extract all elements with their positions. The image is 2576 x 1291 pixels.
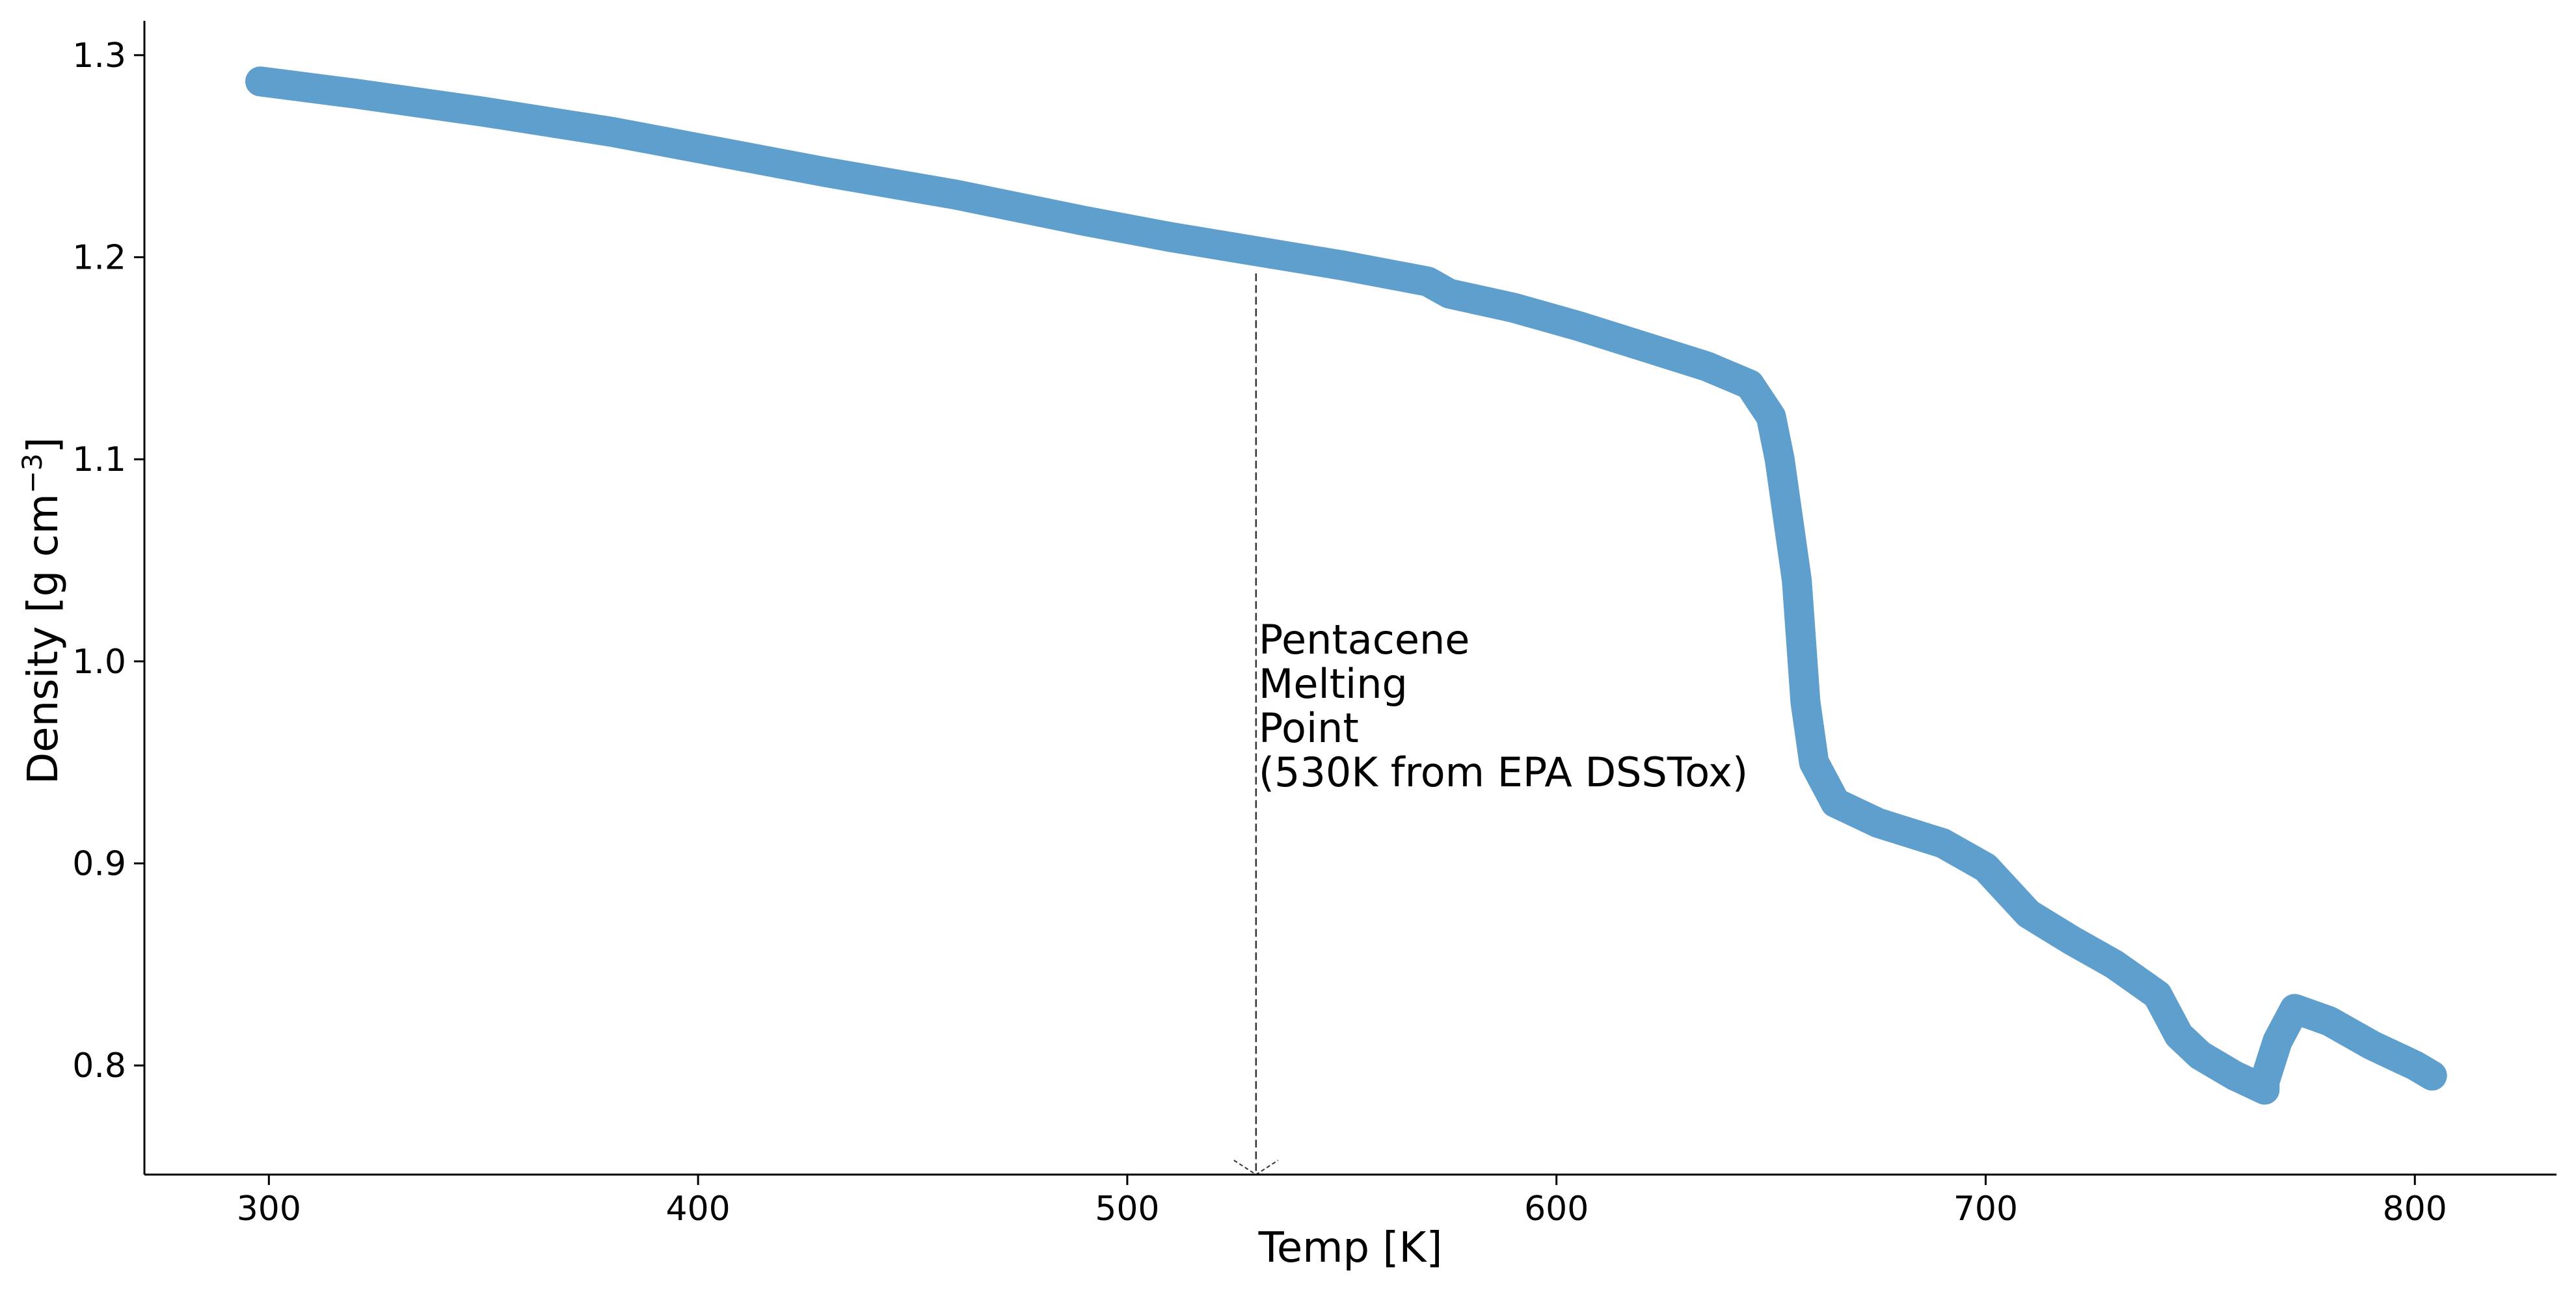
- y-tick-label: 0.8: [72, 1046, 126, 1085]
- series-layer: [245, 66, 2447, 1105]
- density-data-point: [2328, 1019, 2331, 1022]
- density-data-point: [1877, 821, 1880, 825]
- density-data-point: [1641, 345, 1644, 348]
- x-tick-label: 300: [237, 1190, 301, 1229]
- y-ticks: 0.8 0.9 1.0 1.1 1.2 1.3: [72, 36, 144, 1085]
- melting-point-annotation-line: Pentacene: [1259, 616, 1470, 663]
- density-data-point: [2413, 1064, 2417, 1067]
- density-data-point: [2263, 1088, 2266, 1091]
- density-data-point: [1426, 280, 1429, 283]
- density-data-point: [1941, 842, 1944, 845]
- density-data-point: [259, 80, 262, 83]
- x-axis-label: Temp [K]: [1258, 1224, 1443, 1272]
- density-data-point: [2233, 1074, 2236, 1077]
- y-axis-label-close: ]: [20, 437, 68, 453]
- density-data-point: [1795, 579, 1799, 582]
- x-tick-label: 600: [1524, 1190, 1589, 1229]
- density-data-point: [1804, 700, 1807, 703]
- melting-point-annotation-line: (530K from EPA DSSTox): [1259, 749, 1748, 796]
- density-data-point: [1705, 365, 1708, 368]
- x-tick-label: 400: [665, 1190, 730, 1229]
- density-data-point: [1254, 250, 1257, 253]
- density-data-point: [1340, 263, 1343, 267]
- density-data-point: [1576, 325, 1579, 328]
- density-data-point: [1984, 866, 1987, 869]
- density-series-band: [245, 66, 2447, 1105]
- density-data-point: [2027, 912, 2030, 916]
- density-data-point: [2070, 938, 2073, 942]
- density-data-point: [954, 193, 957, 196]
- density-data-point: [2293, 1007, 2296, 1011]
- density-data-point: [697, 146, 700, 150]
- density-data-point: [2199, 1054, 2202, 1057]
- y-axis-label-text: Density [g cm: [20, 494, 68, 784]
- density-data-point: [353, 92, 356, 95]
- density-data-point: [2263, 1080, 2266, 1084]
- density-data-point: [1778, 458, 1781, 461]
- density-data-point: [2370, 1044, 2374, 1047]
- density-data-point: [1512, 306, 1515, 310]
- density-data-point: [1082, 219, 1086, 222]
- x-tick-label: 700: [1953, 1190, 2018, 1229]
- density-data-point: [1787, 518, 1790, 522]
- density-data-point: [2177, 1033, 2180, 1037]
- density-data-point: [1812, 761, 1816, 764]
- melting-point-annotation-line: Melting: [1259, 660, 1408, 708]
- melting-point-annotation-line: Point: [1259, 704, 1359, 752]
- y-tick-label: 1.2: [72, 238, 126, 277]
- density-data-point: [1447, 292, 1451, 295]
- density-data-point: [1834, 801, 1837, 805]
- y-tick-label: 1.3: [72, 36, 126, 75]
- x-tick-label: 800: [2383, 1190, 2447, 1229]
- density-data-point: [611, 130, 614, 133]
- x-ticks: 300 400 500 600 700 800: [237, 1175, 2447, 1229]
- density-data-point: [482, 110, 485, 113]
- density-data-point: [1168, 235, 1172, 239]
- density-data-point: [1769, 415, 1773, 418]
- y-tick-label: 1.0: [72, 643, 126, 682]
- axes-layer: [143, 21, 2556, 1176]
- y-tick-label: 1.1: [72, 440, 126, 479]
- y-axis-label-superscript: −3: [16, 453, 48, 494]
- density-data-point: [2113, 963, 2116, 966]
- density-data-point: [1748, 383, 1751, 386]
- density-data-point: [2156, 993, 2159, 996]
- density-data-point: [1799, 639, 1803, 643]
- density-data-point: [2276, 1039, 2279, 1043]
- x-tick-label: 500: [1095, 1190, 1159, 1229]
- y-axis-label: Density [g cm−3]: [16, 437, 68, 784]
- density-data-point: [825, 171, 829, 174]
- y-tick-label: 0.9: [72, 845, 126, 884]
- density-data-point: [2430, 1074, 2434, 1077]
